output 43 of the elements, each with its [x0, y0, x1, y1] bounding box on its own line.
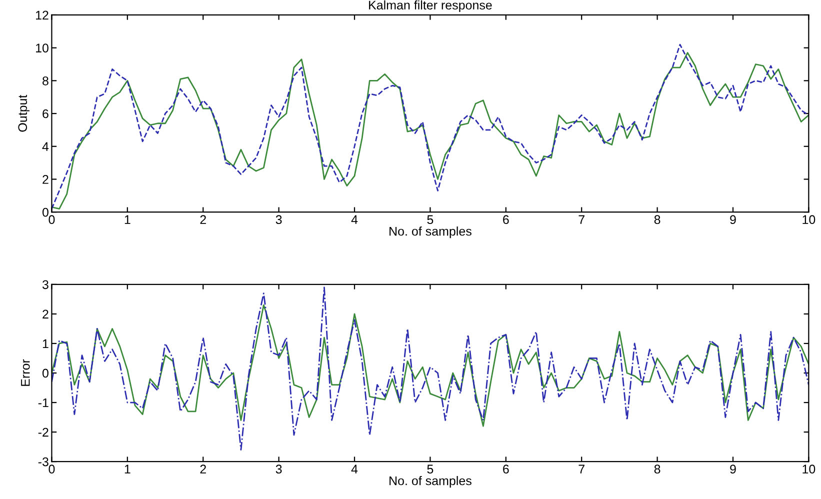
x-tick-label: 3 — [276, 215, 282, 224]
x-tick-label: 4 — [351, 215, 358, 224]
x-tick-label: 8 — [654, 215, 660, 224]
y-tick-label: 6 — [42, 109, 48, 118]
y-tick-label: 0 — [42, 208, 48, 217]
x-tick-label: 6 — [503, 215, 509, 224]
x-tick-label: 9 — [730, 464, 736, 474]
x-axis-title: No. of samples — [390, 476, 472, 488]
y-tick-label: -1 — [38, 398, 48, 408]
x-tick-label: 0 — [48, 464, 55, 474]
y-tick-label: 0 — [42, 368, 48, 378]
y-tick-label: 2 — [42, 175, 48, 184]
x-tick-label: 3 — [276, 464, 282, 474]
x-tick-label: 10 — [802, 215, 816, 224]
y-tick-label: 8 — [42, 76, 48, 86]
y-tick-label: 4 — [42, 142, 49, 151]
x-tick-label: 2 — [200, 215, 206, 224]
y-tick-label: 3 — [42, 280, 48, 290]
x-tick-label: 7 — [578, 215, 584, 224]
x-tick-label: 1 — [124, 464, 130, 474]
x-tick-label: 5 — [427, 215, 434, 224]
chart-title: Kalman filter response — [369, 0, 492, 12]
y-axis-title: Error — [21, 359, 30, 386]
x-tick-label: 5 — [427, 464, 434, 474]
y-tick-label: 12 — [36, 10, 48, 20]
x-tick-label: 2 — [200, 464, 206, 474]
y-tick-label: -2 — [38, 428, 48, 437]
x-tick-label: 4 — [351, 464, 358, 474]
x-tick-label: 0 — [48, 215, 55, 224]
y-tick-label: 2 — [42, 310, 48, 318]
line-series — [52, 304, 809, 427]
x-tick-label: 1 — [124, 215, 130, 224]
y-tick-label: -3 — [38, 457, 48, 466]
y-tick-label: 10 — [36, 44, 48, 52]
y-axis-title: Output — [18, 94, 30, 132]
x-tick-label: 6 — [503, 464, 509, 474]
x-tick-label: 10 — [802, 464, 816, 474]
y-tick-label: 1 — [42, 339, 48, 348]
x-tick-label: 8 — [654, 464, 660, 474]
line-series — [52, 286, 809, 450]
x-axis-title: No. of samples — [390, 226, 472, 238]
x-tick-label: 9 — [730, 215, 736, 224]
x-tick-label: 7 — [578, 464, 584, 474]
